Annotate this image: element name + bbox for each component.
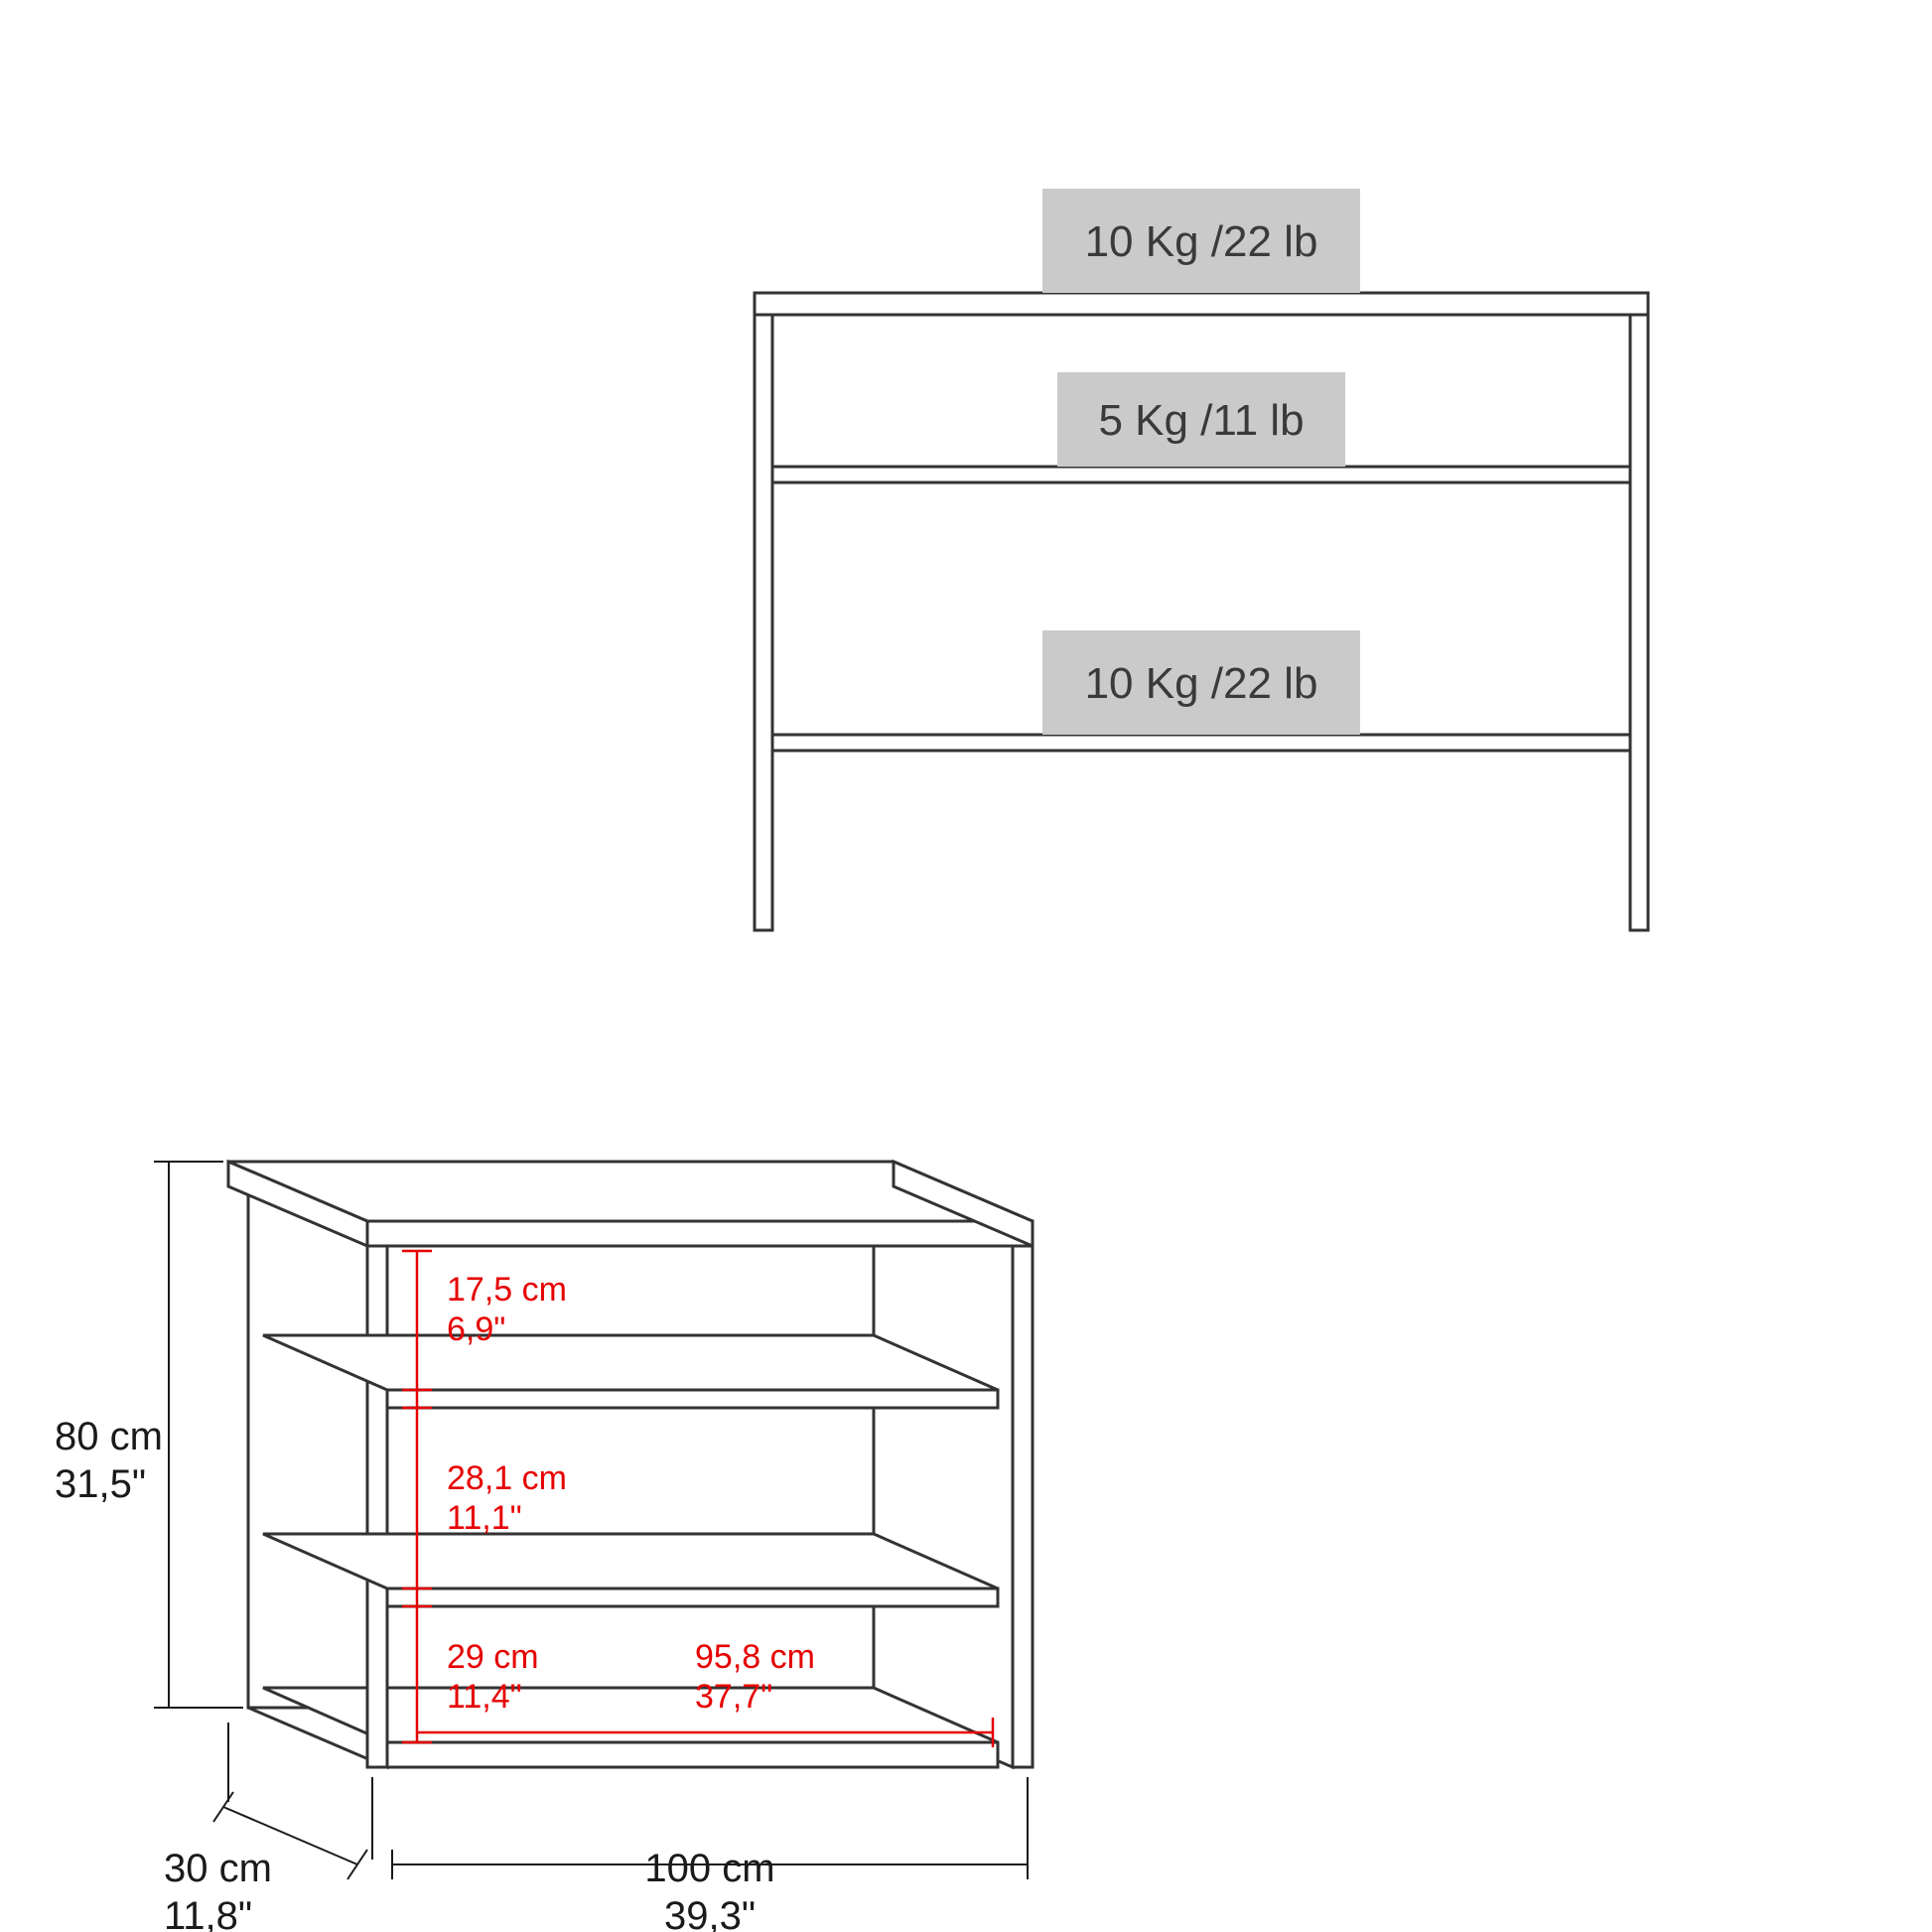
dim-width-cm: 100 cm [644, 1847, 774, 1890]
dim-innerw-in: 37,7" [695, 1678, 772, 1716]
shelf1-top [263, 1335, 998, 1390]
shelf2-top [263, 1534, 998, 1588]
bottom-diagram: 80 cm 31,5" 30 cm 11,8" 100 cm 39,3" 17,… [55, 1162, 1033, 1932]
right-leg [1630, 315, 1648, 930]
dim-depth-in: 11,8" [164, 1894, 252, 1932]
front-right-stile [1013, 1246, 1033, 1767]
dim-tick [347, 1850, 367, 1879]
dim-height-in: 31,5" [55, 1462, 146, 1506]
top-diagram: 10 Kg /22 lb 5 Kg /11 lb 10 Kg /22 lb [755, 189, 1648, 930]
dim-shelf2-cm: 28,1 cm [447, 1459, 567, 1497]
middle-shelf [772, 467, 1630, 483]
left-leg [755, 315, 772, 930]
lower-shelf [772, 735, 1630, 751]
dim-innerw-cm: 95,8 cm [695, 1638, 815, 1676]
front-left-stile [367, 1246, 387, 1767]
right-side-panel [874, 1172, 1013, 1767]
weight-label-bottom: 10 Kg /22 lb [1085, 659, 1318, 708]
dim-shelf1-in: 6,9" [447, 1311, 505, 1348]
top-board-front-edge [367, 1221, 1033, 1246]
bottom-board-front-edge [387, 1742, 998, 1767]
dim-shelf1-cm: 17,5 cm [447, 1271, 567, 1309]
weight-label-top: 10 Kg /22 lb [1085, 217, 1318, 266]
shelf2-front [387, 1588, 998, 1606]
top-surface [755, 293, 1648, 315]
shelf1-front [387, 1390, 998, 1408]
dim-width-in: 39,3" [664, 1894, 756, 1932]
dim-tick [213, 1792, 233, 1822]
dim-shelf2-in: 11,1" [447, 1499, 522, 1537]
weight-label-middle: 5 Kg /11 lb [1098, 396, 1304, 445]
back-panel [248, 1172, 874, 1708]
dim-height-cm: 80 cm [55, 1415, 163, 1458]
dim-shelf3-cm: 29 cm [447, 1638, 539, 1676]
dim-depth-cm: 30 cm [164, 1847, 272, 1890]
dim-shelf3-in: 11,4" [447, 1678, 522, 1716]
